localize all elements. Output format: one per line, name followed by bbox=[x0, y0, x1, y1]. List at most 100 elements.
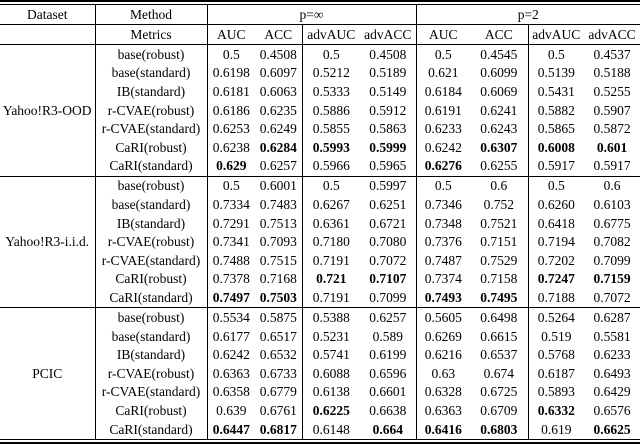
value-cell: 0.7376 bbox=[415, 232, 470, 252]
value-cell: 0.6088 bbox=[301, 364, 360, 383]
value-cell: 0.6779 bbox=[259, 384, 297, 400]
method-cell: r-CVAE(standard) bbox=[94, 119, 207, 139]
value-cell: 0.7202 bbox=[527, 251, 584, 270]
header-advauc-p2: advAUC bbox=[527, 24, 584, 45]
value-cell: 0.6187 bbox=[527, 364, 584, 383]
value-cell: 0.7374 bbox=[415, 269, 470, 289]
table-row: r-CVAE(robust) 0.7341 0.7093 0.7180 0.7080 0.… bbox=[0, 232, 640, 252]
value-cell: 0.589 bbox=[372, 328, 403, 344]
value-cell: 0.5 bbox=[301, 44, 360, 64]
table-row: CaRI(standard) 0.7497 0.7503 0.7191 0.7099 0.… bbox=[0, 288, 640, 309]
value-cell: 0.6498 bbox=[480, 309, 518, 325]
value-cell: 0.6363 bbox=[206, 364, 255, 383]
value-cell: 0.6361 bbox=[301, 214, 360, 233]
method-cell: CaRI(robust) bbox=[94, 138, 207, 157]
value-cell: 0.4537 bbox=[593, 46, 631, 62]
value-cell: 0.7191 bbox=[301, 288, 360, 309]
value-cell: 0.5188 bbox=[593, 65, 631, 81]
value-cell: 0.5 bbox=[415, 44, 470, 64]
value-cell: 0.7513 bbox=[259, 215, 297, 231]
value-cell: 0.5741 bbox=[301, 345, 360, 365]
value-cell: 0.6537 bbox=[480, 347, 518, 363]
value-cell: 0.639 bbox=[206, 401, 255, 421]
table-row: IB(standard) 0.6242 0.6532 0.5741 0.6199 0.62… bbox=[0, 345, 640, 365]
table-row: base(standard) 0.7334 0.7483 0.6267 0.6251 0.… bbox=[0, 195, 640, 215]
method-cell: r-CVAE(robust) bbox=[94, 232, 207, 252]
table-row: base(standard) 0.6177 0.6517 0.5231 0.589 0.6… bbox=[0, 327, 640, 346]
header-dataset-empty bbox=[0, 24, 95, 45]
header-auc-p2: AUC bbox=[415, 24, 470, 45]
value-cell: 0.6284 bbox=[259, 139, 297, 155]
value-cell: 0.5 bbox=[206, 176, 255, 196]
value-cell: 0.6358 bbox=[206, 382, 255, 402]
value-cell: 0.6191 bbox=[415, 101, 470, 120]
method-cell: base(robust) bbox=[94, 44, 207, 64]
value-cell: 0.6257 bbox=[369, 309, 407, 325]
value-cell: 0.5768 bbox=[527, 345, 584, 365]
value-cell: 0.4508 bbox=[369, 46, 407, 62]
value-cell: 0.7191 bbox=[301, 251, 360, 270]
header-auc-pinf: AUC bbox=[206, 24, 255, 45]
value-cell: 0.6184 bbox=[415, 82, 470, 102]
value-cell: 0.6267 bbox=[301, 195, 360, 215]
value-cell: 0.6532 bbox=[259, 347, 297, 363]
header-row-metrics: Metrics AUC ACC advAUC advACC AUC ACC ad… bbox=[0, 24, 640, 45]
value-cell: 0.7194 bbox=[527, 232, 584, 252]
value-cell: 0.5886 bbox=[301, 101, 360, 120]
value-cell: 0.6097 bbox=[259, 65, 297, 81]
value-cell: 0.7487 bbox=[415, 251, 470, 270]
value-cell: 0.7180 bbox=[301, 232, 360, 252]
table-row: CaRI(robust) 0.7378 0.7168 0.721 0.7107 0.737… bbox=[0, 269, 640, 289]
value-cell: 0.7341 bbox=[206, 232, 255, 252]
table-row: IB(standard) 0.7291 0.7513 0.6361 0.6721 0.73… bbox=[0, 214, 640, 233]
table-row: PCIC base(robust) 0.5534 0.5875 0.5388 0.6257… bbox=[0, 307, 640, 380]
table-body: Yahoo!R3-OOD base(robust) 0.5 0.4508 0.5 0.45… bbox=[0, 44, 640, 440]
value-cell: 0.5 bbox=[415, 176, 470, 196]
value-cell: 0.7493 bbox=[415, 288, 470, 309]
value-cell: 0.6276 bbox=[415, 156, 470, 177]
value-cell: 0.664 bbox=[372, 421, 403, 437]
value-cell: 0.5966 bbox=[301, 156, 360, 177]
value-cell: 0.6260 bbox=[527, 195, 584, 215]
value-cell: 0.7082 bbox=[593, 234, 631, 250]
value-cell: 0.5605 bbox=[415, 307, 470, 328]
value-cell: 0.601 bbox=[596, 139, 628, 155]
value-cell: 0.6241 bbox=[480, 102, 518, 118]
method-cell: r-CVAE(robust) bbox=[94, 101, 207, 120]
value-cell: 0.6269 bbox=[415, 327, 470, 346]
value-cell: 0.7334 bbox=[206, 195, 255, 215]
value-cell: 0.5999 bbox=[369, 139, 407, 155]
value-cell: 0.619 bbox=[527, 420, 584, 440]
value-cell: 0.5855 bbox=[301, 119, 360, 139]
value-cell: 0.6307 bbox=[480, 139, 518, 155]
dataset-cell: Yahoo!R3-i.i.d. bbox=[0, 176, 95, 309]
value-cell: 0.6725 bbox=[480, 384, 518, 400]
value-cell: 0.6253 bbox=[206, 119, 255, 139]
value-cell: 0.6103 bbox=[593, 196, 631, 212]
table-row: Yahoo!R3-OOD base(robust) 0.5 0.4508 0.5 0.45… bbox=[0, 44, 640, 177]
value-cell: 0.5865 bbox=[527, 119, 584, 139]
table-row: IB(standard) 0.6181 0.6063 0.5333 0.5149 0.61… bbox=[0, 82, 640, 102]
header-acc-pinf: ACC bbox=[255, 24, 302, 45]
value-cell: 0.5 bbox=[301, 176, 360, 196]
value-cell: 0.6328 bbox=[415, 382, 470, 402]
value-cell: 0.5 bbox=[206, 44, 255, 64]
table-row: CaRI(robust) 0.6238 0.6284 0.5993 0.5999 0.62… bbox=[0, 138, 640, 157]
method-cell: CaRI(standard) bbox=[94, 288, 207, 309]
value-cell: 0.6063 bbox=[259, 83, 297, 99]
value-cell: 0.6251 bbox=[369, 196, 407, 212]
dataset-cell: Yahoo!R3-OOD bbox=[0, 44, 95, 177]
value-cell: 0.7488 bbox=[206, 251, 255, 270]
value-cell: 0.519 bbox=[527, 327, 584, 346]
value-cell: 0.6803 bbox=[480, 421, 518, 437]
value-cell: 0.5917 bbox=[527, 156, 584, 177]
value-cell: 0.6235 bbox=[259, 102, 297, 118]
value-cell: 0.6429 bbox=[593, 384, 631, 400]
value-cell: 0.5 bbox=[527, 44, 584, 64]
method-cell: base(standard) bbox=[94, 195, 207, 215]
value-cell: 0.6138 bbox=[301, 382, 360, 402]
value-cell: 0.6001 bbox=[259, 178, 297, 194]
table-row: CaRI(robust) 0.639 0.6761 0.6225 0.6638 0.636… bbox=[0, 401, 640, 421]
value-cell: 0.5388 bbox=[301, 307, 360, 328]
value-cell: 0.63 bbox=[415, 364, 470, 383]
